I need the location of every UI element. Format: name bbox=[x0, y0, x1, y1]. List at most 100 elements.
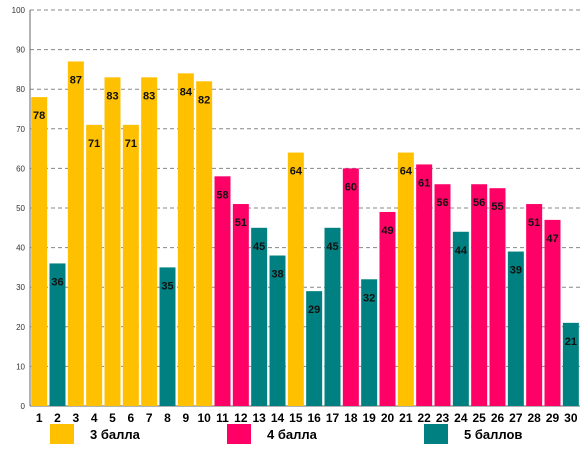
bar bbox=[306, 291, 323, 406]
y-tick-label: 0 bbox=[21, 402, 26, 411]
y-tick-label: 30 bbox=[16, 283, 25, 292]
x-tick-label: 25 bbox=[472, 411, 486, 425]
x-tick-label: 15 bbox=[289, 411, 303, 425]
bar bbox=[544, 219, 561, 406]
data-label: 39 bbox=[510, 265, 522, 277]
y-tick-label: 90 bbox=[16, 46, 25, 55]
data-label: 71 bbox=[125, 138, 137, 150]
data-label: 71 bbox=[88, 138, 100, 150]
bar bbox=[434, 184, 451, 406]
x-tick-label: 20 bbox=[381, 411, 395, 425]
x-tick-label: 10 bbox=[197, 411, 211, 425]
bar bbox=[342, 168, 359, 406]
bar bbox=[196, 81, 213, 406]
bar bbox=[379, 211, 396, 406]
bar bbox=[269, 255, 286, 406]
legend-swatch-0 bbox=[50, 424, 74, 444]
legend-item-1: 4 балла bbox=[227, 421, 317, 447]
y-tick-label: 100 bbox=[12, 6, 26, 15]
data-label: 44 bbox=[455, 245, 468, 257]
legend-swatch-2 bbox=[424, 424, 448, 444]
x-tick-label: 12 bbox=[234, 411, 248, 425]
x-tick-label: 28 bbox=[527, 411, 541, 425]
bar bbox=[251, 227, 268, 406]
x-tick-label: 30 bbox=[564, 411, 578, 425]
data-label: 32 bbox=[363, 292, 375, 304]
bar bbox=[49, 263, 66, 406]
bar bbox=[159, 267, 176, 406]
data-label: 60 bbox=[345, 181, 357, 193]
x-tick-label: 18 bbox=[344, 411, 358, 425]
bar bbox=[31, 97, 48, 407]
legend-swatch-1 bbox=[227, 424, 251, 444]
legend-label-2: 5 баллов bbox=[464, 426, 523, 442]
y-tick-label: 80 bbox=[16, 85, 25, 94]
x-tick-label: 6 bbox=[127, 411, 134, 425]
data-label: 51 bbox=[235, 217, 247, 229]
bar bbox=[489, 188, 506, 406]
y-tick-label: 20 bbox=[16, 323, 25, 332]
bars bbox=[31, 61, 579, 407]
data-label: 21 bbox=[565, 336, 577, 348]
x-tick-label: 3 bbox=[72, 411, 79, 425]
bar bbox=[562, 322, 579, 406]
bar bbox=[416, 164, 433, 406]
x-tick-label: 29 bbox=[546, 411, 560, 425]
legend-item-0: 3 балла bbox=[50, 421, 140, 447]
x-tick-label: 26 bbox=[491, 411, 505, 425]
bar bbox=[324, 227, 341, 406]
data-label: 87 bbox=[70, 74, 82, 86]
y-tick-label: 70 bbox=[16, 125, 25, 134]
bar bbox=[67, 61, 84, 406]
bar bbox=[232, 204, 249, 406]
legend-label-1: 4 балла bbox=[267, 426, 317, 442]
y-tick-label: 40 bbox=[16, 244, 25, 253]
data-label: 38 bbox=[271, 269, 283, 281]
bar bbox=[177, 73, 194, 407]
x-tick-label: 11 bbox=[216, 411, 229, 425]
data-label: 61 bbox=[418, 177, 430, 189]
x-tick-label: 14 bbox=[271, 411, 285, 425]
legend-item-2: 5 баллов bbox=[424, 421, 522, 447]
data-label: 83 bbox=[143, 90, 155, 102]
data-label: 84 bbox=[180, 86, 193, 98]
x-tick-label: 13 bbox=[252, 411, 266, 425]
x-axis: 1 2 3 4 5 6 7 8 9 10 11 12 13 14 15 16 17 18 19 20 21 22 23 24 2… bbox=[36, 411, 578, 425]
data-label: 83 bbox=[106, 90, 118, 102]
bar bbox=[104, 77, 121, 406]
data-label: 36 bbox=[51, 276, 63, 288]
legend-label-0: 3 балла bbox=[90, 426, 140, 442]
x-tick-label: 21 bbox=[399, 411, 413, 425]
y-tick-label: 10 bbox=[16, 362, 25, 371]
x-tick-label: 4 bbox=[91, 411, 98, 425]
data-label: 82 bbox=[198, 94, 210, 106]
x-tick-label: 24 bbox=[454, 411, 468, 425]
x-tick-label: 17 bbox=[326, 411, 340, 425]
data-label: 55 bbox=[491, 201, 503, 213]
bar bbox=[287, 152, 304, 406]
x-tick-label: 8 bbox=[164, 411, 171, 425]
x-tick-label: 5 bbox=[109, 411, 116, 425]
bar bbox=[361, 279, 378, 406]
data-label: 29 bbox=[308, 304, 320, 316]
x-tick-label: 19 bbox=[362, 411, 376, 425]
data-label: 64 bbox=[290, 166, 303, 178]
data-label: 56 bbox=[436, 197, 448, 209]
x-tick-label: 9 bbox=[182, 411, 189, 425]
data-label: 58 bbox=[216, 189, 228, 201]
data-labels: 78 36 87 71 83 71 83 35 84 82 58 51 45 38 64 29 45 60 32 49… bbox=[33, 74, 577, 347]
data-label: 45 bbox=[326, 241, 338, 253]
gridlines bbox=[30, 9, 580, 367]
data-label: 35 bbox=[161, 280, 173, 292]
y-tick-label: 50 bbox=[16, 204, 25, 213]
data-label: 45 bbox=[253, 241, 265, 253]
bar bbox=[471, 184, 488, 406]
bar bbox=[122, 124, 139, 406]
bar bbox=[507, 251, 524, 406]
x-tick-label: 22 bbox=[417, 411, 431, 425]
x-tick-label: 7 bbox=[146, 411, 153, 425]
x-tick-label: 27 bbox=[509, 411, 523, 425]
bar bbox=[526, 204, 543, 406]
data-label: 47 bbox=[546, 233, 558, 245]
